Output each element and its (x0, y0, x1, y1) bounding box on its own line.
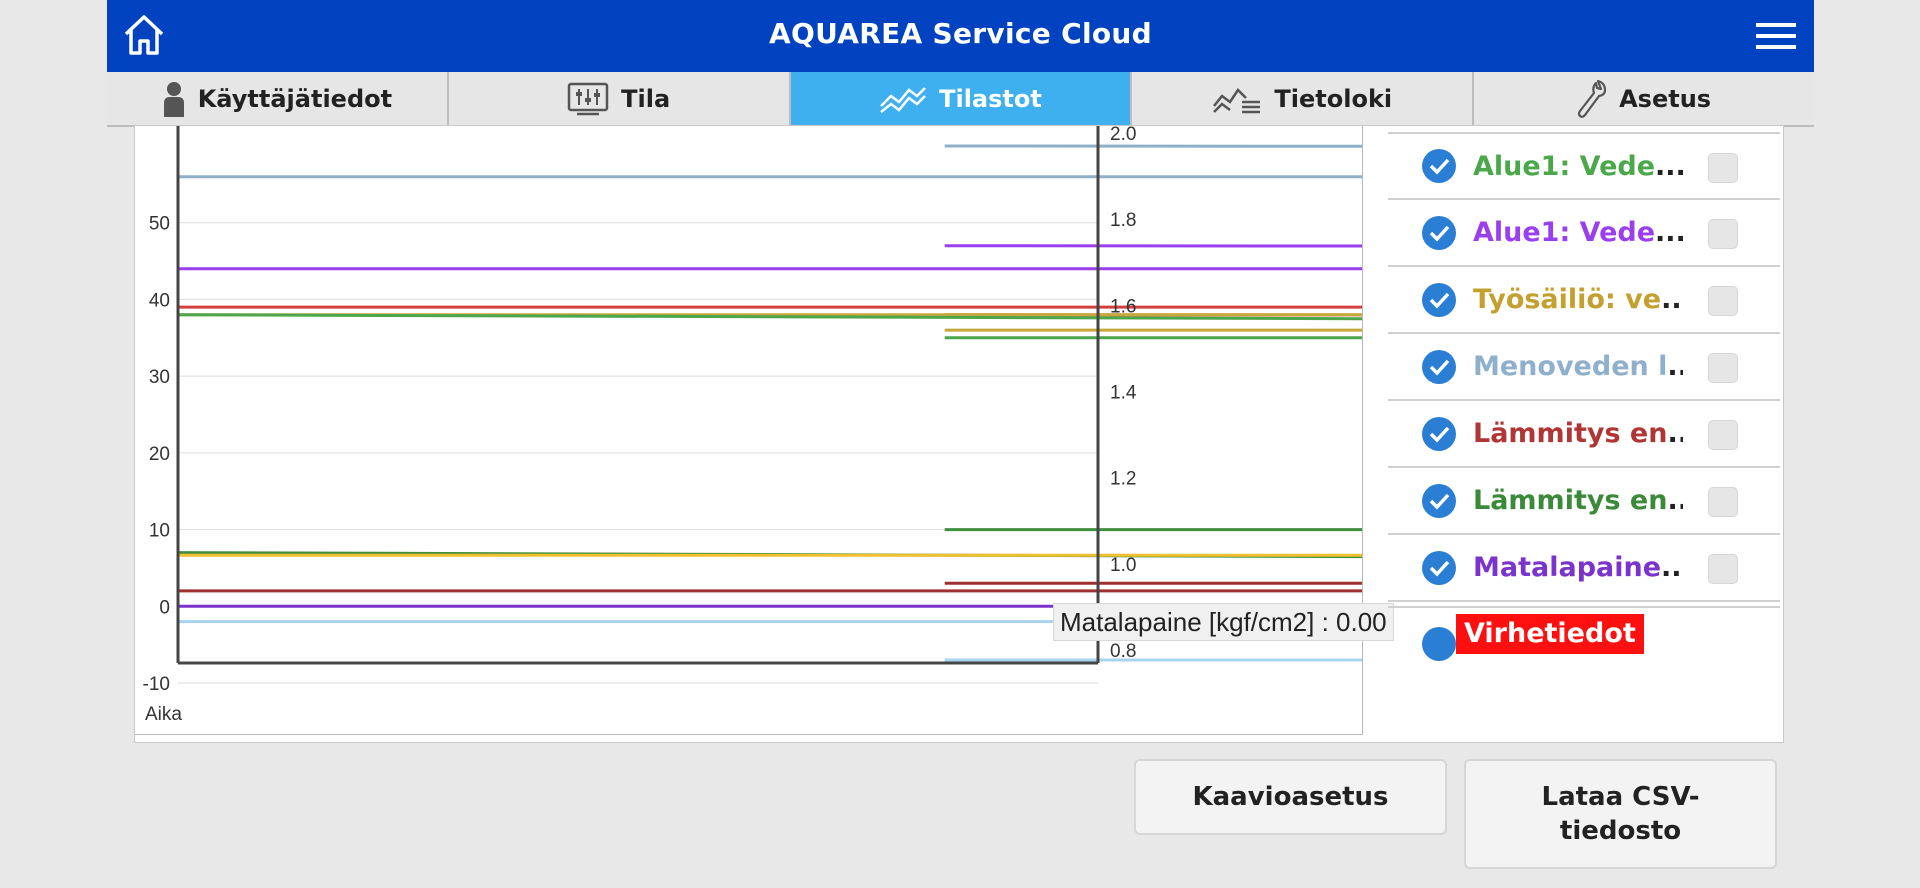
app-title: AQUAREA Service Cloud (769, 17, 1152, 50)
hamburger-menu-icon[interactable] (1756, 20, 1796, 52)
y-tick-label-left: 10 (149, 521, 170, 542)
tab-tila[interactable]: Tila (448, 72, 791, 125)
chart-legend: Alue1: Vede... Alue1: Vede... Työsäiliö:… (1388, 132, 1780, 668)
legend-label: Alue1: Vede... (1473, 150, 1683, 182)
checkmark-circle-icon[interactable] (1421, 416, 1457, 452)
legend-item[interactable]: Lämmitys en... (1388, 468, 1780, 535)
legend-label: Lämmitys en... (1473, 418, 1683, 449)
legend-checkbox[interactable] (1708, 420, 1738, 450)
tab-label: Tietoloki (1274, 84, 1393, 113)
legend-checkbox[interactable] (1708, 219, 1738, 249)
app-header: AQUAREA Service Cloud (107, 0, 1814, 72)
tab-tietoloki[interactable]: Tietoloki (1132, 72, 1475, 125)
y-tick-label-left: 0 (159, 597, 170, 618)
y-tick-label-left: -10 (143, 674, 170, 695)
y-tick-label-left: 40 (149, 290, 170, 311)
statistics-panel: 50403020100-102.01.81.61.41.21.00.802:00… (134, 125, 1784, 743)
checkmark-circle-icon[interactable] (1421, 148, 1457, 184)
y-tick-label-right: 2.0 (1110, 126, 1136, 145)
y-tick-label-right: 1.6 (1110, 296, 1136, 317)
y-tick-label-left: 30 (149, 367, 170, 388)
y-tick-label-left: 50 (149, 214, 170, 235)
legend-checkbox[interactable] (1708, 286, 1738, 316)
legend-label: Menoveden l... (1473, 351, 1683, 382)
legend-label: Lämmitys en... (1473, 485, 1683, 516)
legend-checkbox[interactable] (1708, 487, 1738, 517)
tab-asetus[interactable]: Asetus (1474, 72, 1814, 125)
legend-item[interactable]: Alue1: Vede... (1388, 132, 1780, 200)
legend-item[interactable]: Menoveden l... (1388, 334, 1780, 401)
tab-label: Tilastot (939, 84, 1042, 113)
legend-divider (1388, 602, 1780, 608)
checkmark-circle-icon[interactable] (1421, 483, 1457, 519)
legend-item[interactable]: Lämmitys en... (1388, 401, 1780, 468)
y-tick-label-right: 1.8 (1110, 210, 1136, 231)
chart-area: 50403020100-102.01.81.61.41.21.00.802:00… (135, 126, 1394, 735)
checkmark-circle-icon[interactable] (1421, 550, 1457, 586)
series-line-7 (178, 553, 1362, 557)
wrench-icon (1577, 79, 1607, 118)
series-line-3 (178, 313, 1362, 332)
download-csv-button[interactable]: Lataa CSV- tiedosto (1464, 759, 1777, 869)
line-chart[interactable]: 50403020100-102.01.81.61.41.21.00.802:00… (135, 126, 1362, 734)
series-line-4 (177, 313, 1362, 340)
tab-label: Asetus (1619, 84, 1712, 113)
chart-tooltip: Matalapaine [kgf/cm2] : 0.00 (1053, 603, 1394, 641)
checkmark-circle-icon[interactable] (1421, 282, 1457, 318)
tab-label: Käyttäjätiedot (197, 84, 393, 113)
legend-checkbox[interactable] (1708, 153, 1738, 183)
line-chart-icon (880, 86, 926, 113)
legend-label: Työsäiliö: ve... (1473, 284, 1683, 315)
y-tick-label-right: 1.4 (1110, 383, 1137, 404)
legend-item[interactable]: Työsäiliö: ve... (1388, 267, 1780, 334)
legend-item[interactable]: Matalapaine... (1388, 535, 1780, 602)
checkmark-circle-icon[interactable] (1421, 349, 1457, 385)
legend-checkbox[interactable] (1708, 353, 1738, 383)
tab-tilastot[interactable]: Tilastot (790, 72, 1133, 125)
y-tick-label-right: 1.2 (1110, 469, 1136, 490)
series-line-0 (178, 144, 1362, 179)
main-tabs: Käyttäjätiedot Tila Tilastot (107, 72, 1814, 127)
legend-label: Alue1: Vede... (1473, 217, 1683, 248)
user-icon (163, 81, 184, 117)
app: AQUAREA Service Cloud Käyttäjätiedot (107, 0, 1814, 888)
y-tick-label-right: 0.8 (1110, 641, 1136, 662)
checkmark-circle-icon[interactable] (1421, 626, 1457, 662)
legend-item[interactable]: Alue1: Vede... (1388, 200, 1780, 267)
x-axis-label: Aika (145, 704, 182, 725)
home-icon[interactable] (121, 12, 167, 58)
checkmark-circle-icon[interactable] (1421, 215, 1457, 251)
download-csv-label: Lataa CSV- tiedosto (1541, 782, 1700, 846)
y-tick-label-left: 20 (149, 444, 170, 465)
legend-checkbox[interactable] (1708, 554, 1738, 584)
error-row: Virhetiedot (1388, 608, 1780, 668)
log-chart-icon (1213, 87, 1261, 113)
tab-kayttajatiedot[interactable]: Käyttäjätiedot (107, 72, 449, 125)
chart-settings-button[interactable]: Kaavioasetus (1134, 759, 1447, 835)
sliders-icon (567, 82, 609, 115)
series-line-5 (177, 528, 1362, 559)
error-info-button[interactable]: Virhetiedot (1456, 614, 1644, 654)
legend-label: Matalapaine... (1473, 552, 1683, 583)
tab-label: Tila (621, 84, 671, 113)
y-tick-label-right: 1.0 (1110, 555, 1136, 576)
